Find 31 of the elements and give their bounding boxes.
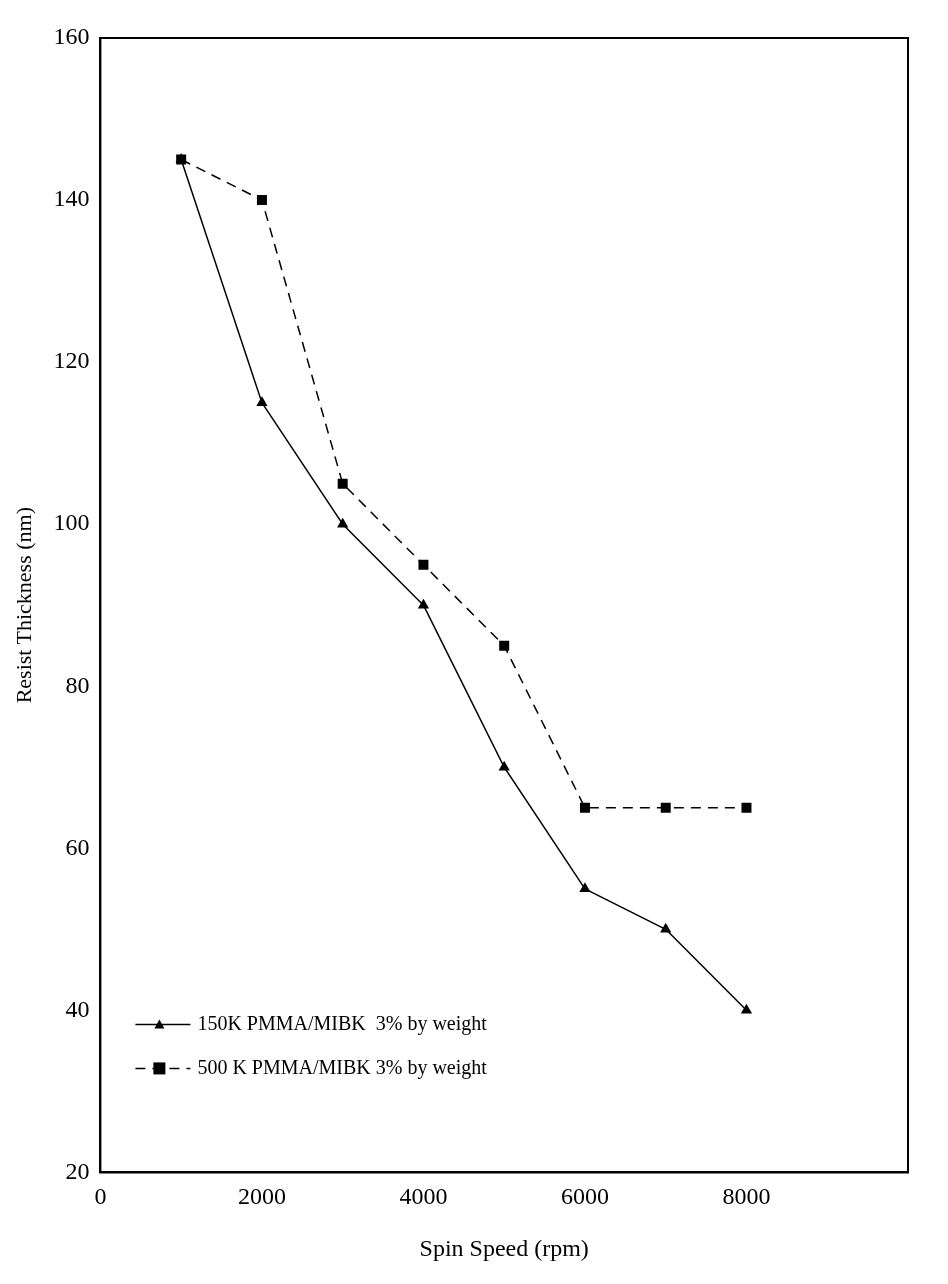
point <box>418 559 429 570</box>
x-tick-label: 0 <box>94 1183 107 1210</box>
point <box>579 883 591 893</box>
legend-label: 500 K PMMA/MIBK 3% by weight <box>197 1055 488 1079</box>
x-tick-label: 2000 <box>237 1183 286 1210</box>
x-tick-label: 4000 <box>399 1183 448 1210</box>
point <box>256 396 267 406</box>
y-tick-label: 120 <box>53 347 90 374</box>
point <box>418 599 429 609</box>
point <box>660 802 671 813</box>
point <box>499 640 510 651</box>
point <box>499 761 510 771</box>
y-tick-label: 80 <box>65 671 90 698</box>
point <box>741 1004 752 1014</box>
y-tick-label: 40 <box>65 995 90 1022</box>
x-axis-title: Spin Speed (rpm) <box>419 1234 589 1261</box>
point <box>660 923 671 933</box>
point <box>337 518 348 528</box>
point <box>256 195 267 206</box>
y-tick-label: 20 <box>65 1157 90 1184</box>
y-tick-label: 140 <box>53 185 90 212</box>
point <box>741 802 752 813</box>
y-tick-label: 100 <box>53 509 90 536</box>
y-tick-label: 160 <box>53 23 90 50</box>
y-axis-title: Resist Thickness (nm) <box>10 507 36 704</box>
x-tick-label: 6000 <box>560 1183 609 1210</box>
point <box>579 802 590 813</box>
x-tick-label: 8000 <box>722 1183 771 1210</box>
y-tick-label: 60 <box>65 833 90 860</box>
legend-label: 150K PMMA/MIBK 3% by weight <box>197 1011 488 1035</box>
point <box>337 478 348 489</box>
